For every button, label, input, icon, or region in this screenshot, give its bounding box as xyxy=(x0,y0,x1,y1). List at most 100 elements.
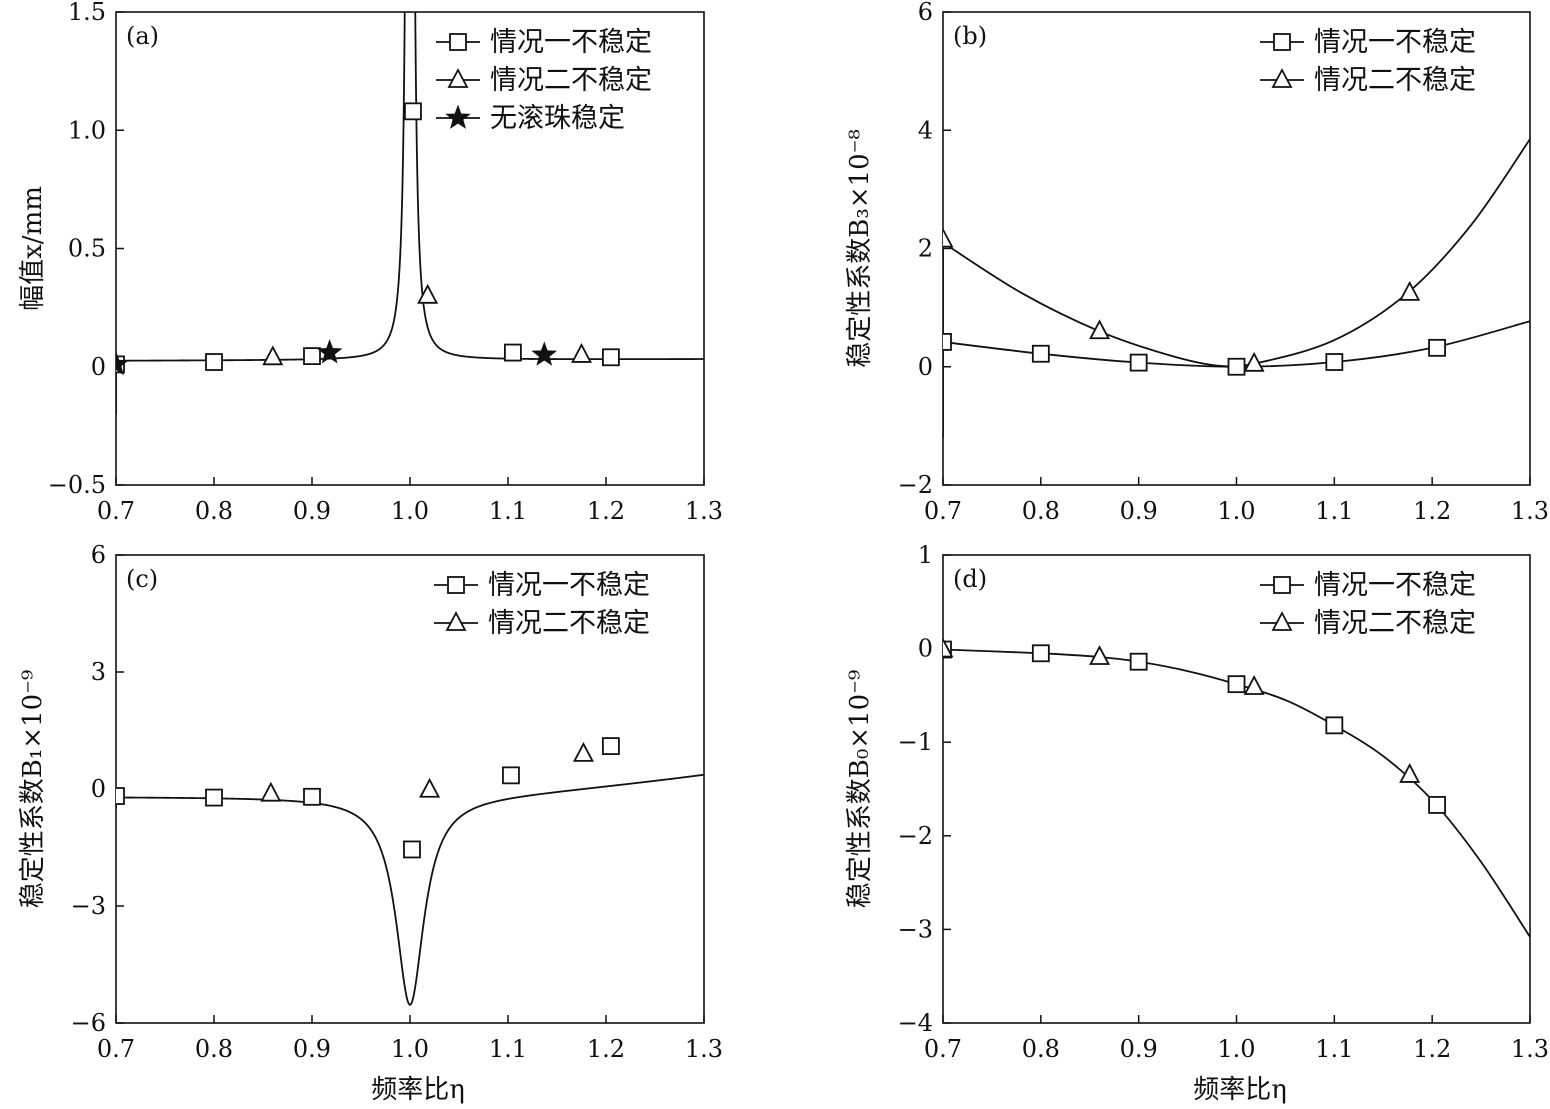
x-tick-label: 1.0 xyxy=(1217,497,1255,525)
data-point-triangle xyxy=(260,781,282,802)
data-point-square xyxy=(116,787,125,805)
data-point-star xyxy=(531,341,558,366)
y-axis-title: 幅值x/mm xyxy=(18,186,48,311)
x-tick-label: 0.7 xyxy=(97,1035,135,1063)
legend-marker-star xyxy=(445,104,471,129)
y-tick-label: −3 xyxy=(898,915,933,943)
y-tick-label: −2 xyxy=(898,822,933,850)
y-tick-label: 0.5 xyxy=(68,235,106,263)
legend-marker-triangle xyxy=(1271,68,1293,88)
data-point-square xyxy=(205,353,223,371)
data-point-triangle xyxy=(1089,645,1111,665)
legend-marker-triangle xyxy=(1271,611,1293,631)
series-line-square xyxy=(943,648,1530,938)
y-axis-title: 稳定性系数B₀×10⁻⁹ xyxy=(845,670,875,909)
data-point-star xyxy=(316,339,343,364)
y-tick-label: 1.5 xyxy=(68,0,106,26)
data-point-triangle xyxy=(943,637,954,658)
x-tick-label: 0.8 xyxy=(1022,497,1060,525)
x-tick-label: 1.2 xyxy=(1413,497,1451,525)
data-point-triangle xyxy=(1243,675,1265,695)
data-point-square xyxy=(1031,344,1050,363)
data-point-triangle xyxy=(1089,319,1111,340)
panel-c: 0.7 0.8 0.9 1.0 1.1 1.2 1.3 −6 −3 0 3 6 (c) 稳定性系数B₁×1… xyxy=(18,541,723,1063)
y-tick-label: 1 xyxy=(918,541,933,569)
data-point-triangle xyxy=(1399,763,1421,783)
data-point-square xyxy=(404,102,422,121)
data-point-square xyxy=(1428,338,1446,357)
x-tick-label: 1.1 xyxy=(489,497,527,525)
x-tick-label: 1.2 xyxy=(587,497,625,525)
x-axis-title-right: 频率比η xyxy=(1193,1075,1287,1105)
data-point-square xyxy=(1227,357,1246,376)
y-axis-title: 稳定性系数B₃×10⁻⁸ xyxy=(845,129,875,368)
x-tick-label: 1.1 xyxy=(1315,497,1353,525)
x-tick-label: 0.7 xyxy=(924,1035,962,1063)
series-line-triangle xyxy=(943,138,1530,368)
y-tick-label: 0 xyxy=(91,353,106,381)
panel-tag: (b) xyxy=(953,22,987,50)
x-tick-label: 1.2 xyxy=(1413,1035,1451,1063)
legend-label: 情况一不稳定 xyxy=(1314,570,1476,601)
x-axis-title-left: 频率比η xyxy=(371,1075,465,1105)
data-point-star xyxy=(116,350,129,376)
y-tick-label: −3 xyxy=(71,892,106,920)
panel-tag: (c) xyxy=(126,565,158,593)
x-tick-label: 0.9 xyxy=(1120,497,1158,525)
legend-marker-triangle xyxy=(447,68,469,88)
x-tick-label: 1.0 xyxy=(391,497,429,525)
legend-label: 无滚珠稳定 xyxy=(490,103,625,134)
x-tick-label: 0.9 xyxy=(293,497,331,525)
data-point-triangle xyxy=(1243,351,1265,372)
legend-marker-square xyxy=(447,576,465,594)
y-tick-label: −0.5 xyxy=(48,471,106,499)
x-tick-label: 1.3 xyxy=(1511,497,1549,525)
data-point-square xyxy=(1129,652,1148,671)
panel-tag: (d) xyxy=(953,565,987,593)
panel-tag: (a) xyxy=(126,22,159,50)
data-point-triangle xyxy=(262,345,284,366)
x-tick-label: 1.2 xyxy=(587,1035,625,1063)
legend-label: 情况二不稳定 xyxy=(490,65,652,96)
x-tick-label: 0.8 xyxy=(195,497,233,525)
y-axis-title: 稳定性系数B₁×10⁻⁹ xyxy=(18,670,48,909)
data-point-triangle xyxy=(572,741,594,762)
data-point-triangle xyxy=(1399,280,1421,301)
x-tick-label: 0.7 xyxy=(924,497,962,525)
y-tick-label: 1.0 xyxy=(68,116,106,144)
data-point-square xyxy=(503,343,522,362)
panel-d: 0.7 0.8 0.9 1.0 1.1 1.2 1.3 −4 −3 −2 −1 0 1 (d) 稳定性系数B… xyxy=(845,541,1549,1063)
x-tick-label: 1.1 xyxy=(489,1035,527,1063)
data-point-square xyxy=(1325,716,1344,735)
data-point-triangle xyxy=(419,777,441,798)
y-tick-label: 3 xyxy=(91,658,106,686)
data-point-square xyxy=(1325,353,1344,371)
x-tick-label: 1.0 xyxy=(1217,1035,1255,1063)
y-tick-label: 0 xyxy=(918,353,933,381)
legend-marker-square xyxy=(1273,33,1291,51)
x-tick-label: 1.1 xyxy=(1315,1035,1353,1063)
y-tick-label: 2 xyxy=(918,235,933,263)
data-point-square xyxy=(602,348,620,367)
data-point-triangle xyxy=(417,283,439,304)
y-tick-label: 0 xyxy=(91,775,106,803)
legend-label: 情况二不稳定 xyxy=(1314,65,1476,96)
legend-label: 情况一不稳定 xyxy=(488,570,650,601)
x-tick-label: 0.8 xyxy=(195,1035,233,1063)
x-tick-label: 0.7 xyxy=(97,497,135,525)
y-tick-label: 6 xyxy=(91,541,106,569)
data-point-square xyxy=(602,737,620,755)
y-tick-label: −2 xyxy=(898,471,933,499)
data-point-square xyxy=(403,840,421,859)
legend-label: 情况一不稳定 xyxy=(1314,27,1476,58)
y-tick-label: −1 xyxy=(898,728,933,756)
panel-b: 0.7 0.8 0.9 1.0 1.1 1.2 1.3 −2 0 2 4 6 (b) 稳定性系数B₃×10… xyxy=(845,0,1549,525)
x-tick-label: 1.3 xyxy=(1511,1035,1549,1063)
y-tick-label: 4 xyxy=(918,116,933,144)
y-tick-label: −6 xyxy=(71,1009,106,1037)
legend-marker-square xyxy=(449,33,467,51)
